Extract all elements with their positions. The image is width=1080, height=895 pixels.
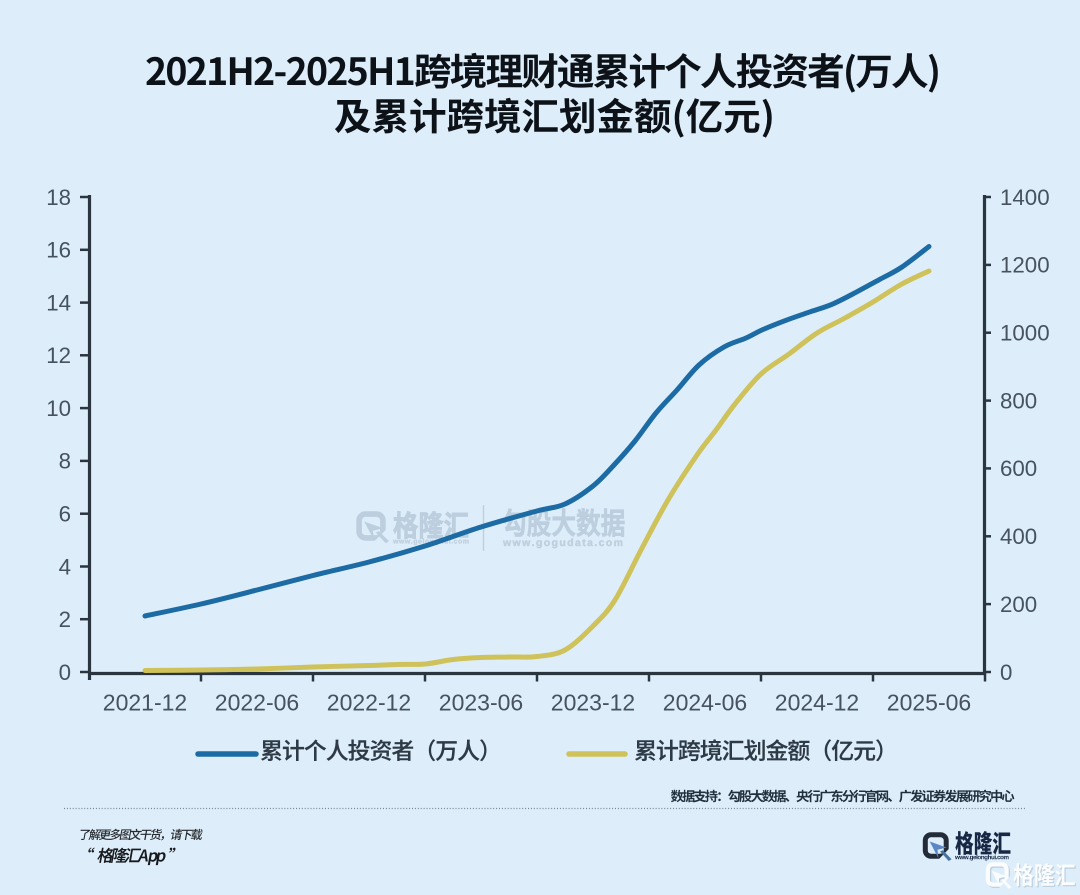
svg-text:8: 8 xyxy=(59,449,71,474)
svg-text:10: 10 xyxy=(46,396,71,421)
svg-text:2022-12: 2022-12 xyxy=(327,690,411,716)
svg-text:1400: 1400 xyxy=(1000,185,1050,210)
svg-text:18: 18 xyxy=(46,185,71,210)
svg-text:1200: 1200 xyxy=(1000,253,1050,278)
svg-text:2024-06: 2024-06 xyxy=(663,690,747,716)
svg-text:2021-12: 2021-12 xyxy=(103,690,187,716)
svg-text:2023-12: 2023-12 xyxy=(551,690,635,716)
svg-text:400: 400 xyxy=(1000,524,1037,549)
svg-text:2025-06: 2025-06 xyxy=(887,690,971,716)
svg-text:2: 2 xyxy=(59,607,71,632)
svg-text:14: 14 xyxy=(46,290,71,315)
svg-text:2023-06: 2023-06 xyxy=(439,690,523,716)
svg-text:16: 16 xyxy=(46,238,71,263)
svg-text:6: 6 xyxy=(59,502,71,527)
svg-text:12: 12 xyxy=(46,343,71,368)
svg-text:0: 0 xyxy=(1000,660,1012,685)
svg-text:0: 0 xyxy=(59,660,71,685)
svg-text:200: 200 xyxy=(1000,592,1037,617)
svg-text:600: 600 xyxy=(1000,456,1037,481)
svg-text:4: 4 xyxy=(59,554,71,579)
svg-text:800: 800 xyxy=(1000,388,1037,413)
svg-text:2024-12: 2024-12 xyxy=(775,690,859,716)
svg-text:1000: 1000 xyxy=(1000,321,1050,346)
svg-text:2022-06: 2022-06 xyxy=(215,690,299,716)
